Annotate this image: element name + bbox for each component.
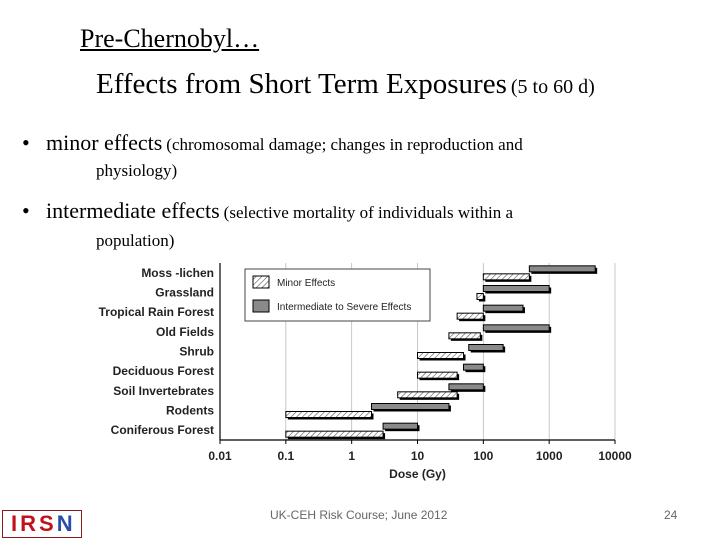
slide-kicker: Pre-Chernobyl… bbox=[80, 24, 260, 53]
category-label: Grassland bbox=[155, 286, 214, 300]
bar-minor bbox=[285, 430, 384, 438]
bar-minor bbox=[285, 411, 372, 418]
legend-swatch-minor bbox=[252, 275, 270, 289]
bar-minor bbox=[482, 273, 530, 281]
bar-intermediate-severe bbox=[482, 324, 550, 332]
category-label: Soil Invertebrates bbox=[113, 384, 214, 398]
bar-intermediate-severe bbox=[468, 344, 504, 351]
bullet-lead: intermediate effects bbox=[46, 198, 220, 223]
category-label: Old Fields bbox=[156, 325, 214, 339]
bar-intermediate-severe bbox=[370, 403, 450, 410]
x-tick-label: 1000 bbox=[536, 449, 563, 463]
legend-swatch-severe bbox=[252, 299, 270, 313]
category-label: Rodents bbox=[166, 404, 214, 418]
x-tick-label: 100 bbox=[473, 449, 493, 463]
x-tick-label: 0.01 bbox=[208, 449, 232, 463]
category-label: Deciduous Forest bbox=[113, 364, 214, 378]
bullet-marker: • bbox=[22, 130, 30, 155]
bar-minor bbox=[417, 371, 458, 379]
x-tick-label: 10000 bbox=[598, 449, 632, 463]
bullet-detail: (selective mortality of individuals with… bbox=[223, 203, 514, 222]
category-label: Tropical Rain Forest bbox=[99, 305, 214, 319]
bar-minor bbox=[448, 332, 481, 340]
x-tick-label: 1 bbox=[348, 449, 355, 463]
bullet-lead: minor effects bbox=[46, 130, 163, 155]
title-main: Effects from Short Term Exposures bbox=[96, 68, 507, 100]
irsn-logo: IRSN bbox=[2, 510, 82, 538]
legend-label-severe: Intermediate to Severe Effects bbox=[277, 302, 411, 313]
title-range: (5 to 60 d) bbox=[510, 76, 595, 98]
bar-intermediate-severe bbox=[528, 265, 596, 273]
bar-minor bbox=[397, 391, 458, 399]
bar-intermediate-severe bbox=[482, 285, 550, 292]
slide-title: Effects from Short Term Exposures (5 to … bbox=[96, 68, 595, 101]
x-axis-label: Dose (Gy) bbox=[389, 467, 446, 481]
footer-course: UK-CEH Risk Course; June 2012 bbox=[270, 508, 448, 522]
bar-minor bbox=[476, 293, 484, 300]
x-tick-label: 10 bbox=[411, 449, 425, 463]
category-label: Moss -lichen bbox=[141, 266, 214, 280]
bullet-minor-effects: • minor effects (chromosomal damage; chan… bbox=[22, 130, 523, 156]
bar-intermediate-severe bbox=[463, 363, 484, 371]
bullet-detail: (chromosomal damage; changes in reproduc… bbox=[166, 135, 523, 154]
bullet-intermediate-effects: • intermediate effects (selective mortali… bbox=[22, 198, 513, 224]
category-label: Coniferous Forest bbox=[111, 423, 214, 437]
bullet-marker: • bbox=[22, 198, 30, 223]
category-label: Shrub bbox=[179, 345, 214, 359]
bar-intermediate-severe bbox=[382, 422, 418, 430]
bullet-continuation: physiology) bbox=[96, 161, 178, 180]
x-tick-label: 0.1 bbox=[277, 449, 294, 463]
bar-minor bbox=[456, 312, 484, 320]
bullet-continuation: population) bbox=[96, 231, 175, 250]
bar-intermediate-severe bbox=[448, 383, 484, 391]
page-number: 24 bbox=[664, 508, 678, 522]
legend-label-minor: Minor Effects bbox=[277, 278, 335, 289]
bar-minor bbox=[417, 352, 465, 359]
legend-box bbox=[244, 268, 431, 322]
dose-effects-chart: 0.01 0.1 1 10 100 1000 10000 Dose (Gy) Moss -lic… bbox=[99, 263, 632, 481]
bar-intermediate-severe bbox=[482, 304, 524, 312]
